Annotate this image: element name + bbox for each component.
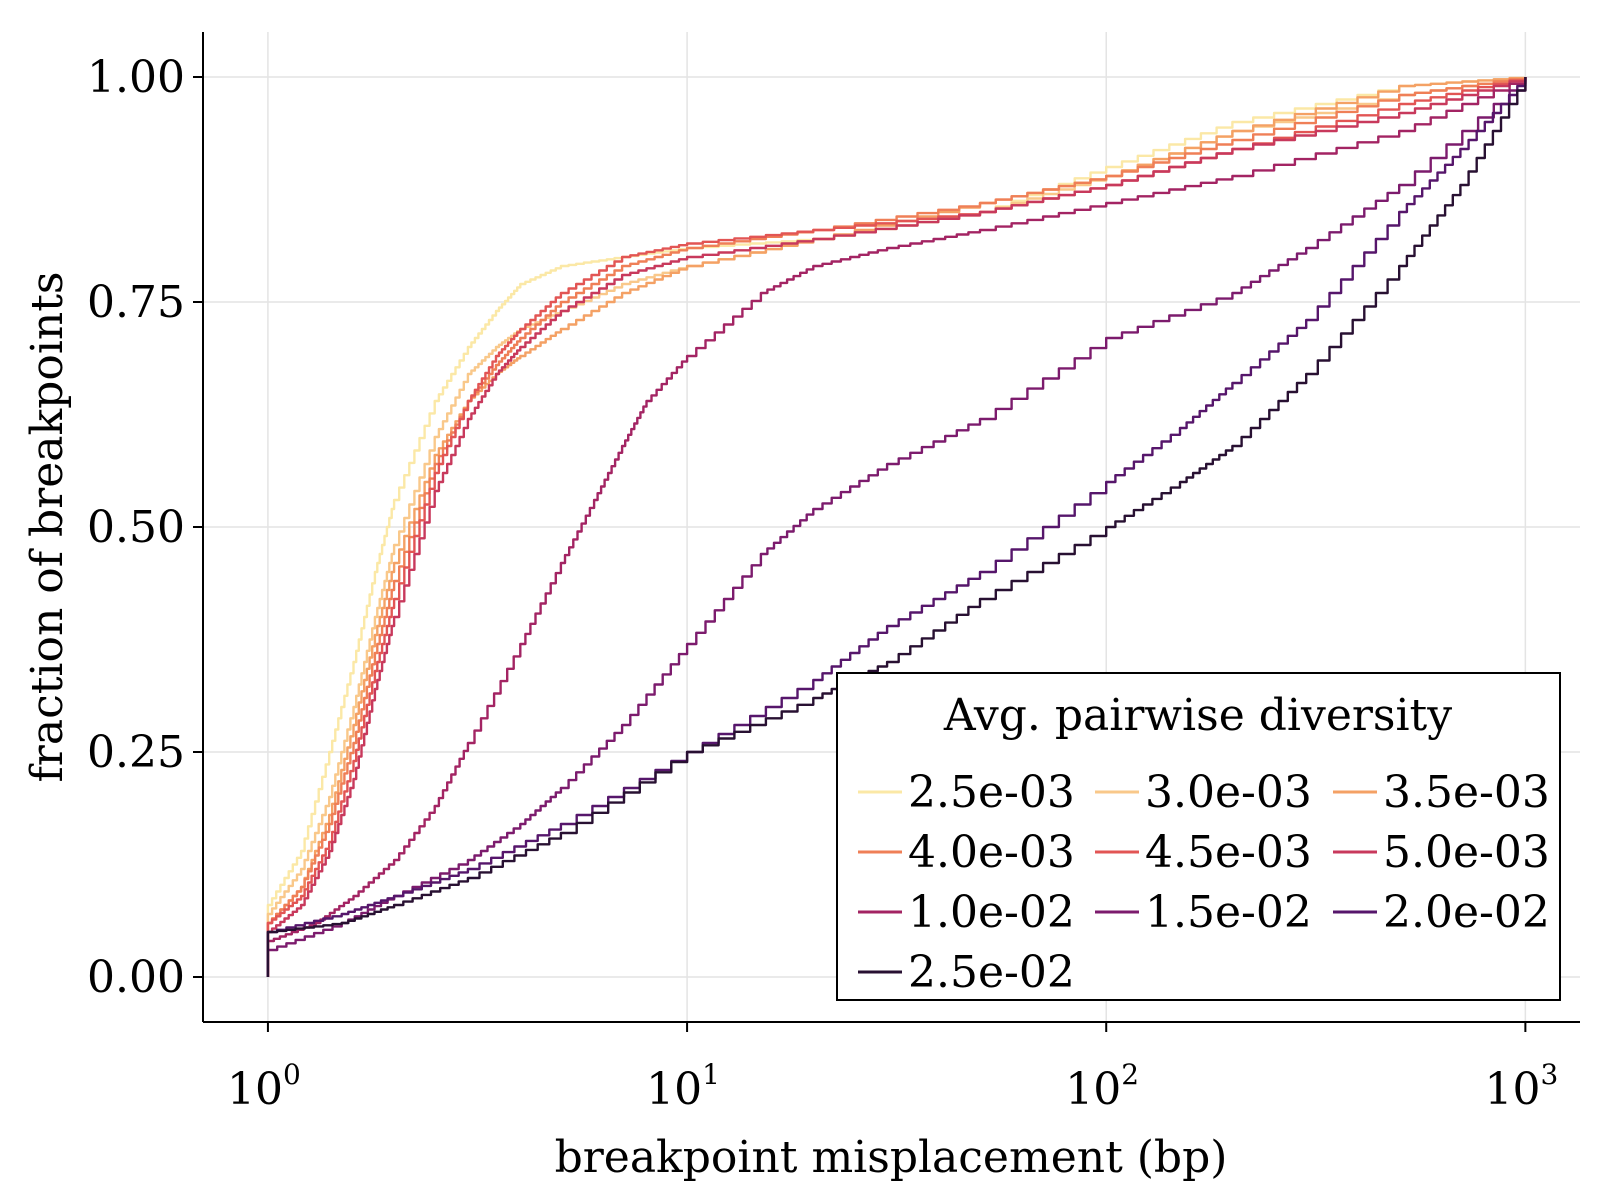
y-tick-label: 0.25 bbox=[87, 727, 185, 778]
legend-title: Avg. pairwise diversity bbox=[943, 690, 1452, 741]
series-line-2.5e-03 bbox=[266, 76, 1527, 977]
series-line-2.5e-02 bbox=[266, 77, 1527, 977]
legend-box bbox=[836, 672, 1561, 1001]
x-axis-title: breakpoint misplacement (bp) bbox=[555, 1132, 1228, 1183]
y-tick-labels: 0.00 0.25 0.50 0.75 1.00 bbox=[87, 52, 185, 1003]
legend-label: 3.5e-03 bbox=[1383, 767, 1550, 818]
legend-label: 2.0e-02 bbox=[1383, 887, 1550, 938]
series-line-5.0e-03 bbox=[266, 77, 1527, 977]
legend-label: 2.5e-03 bbox=[908, 767, 1075, 818]
x-tick-label: 103 bbox=[1484, 1058, 1558, 1115]
legend-label: 1.0e-02 bbox=[908, 887, 1075, 938]
y-axis-title: fraction of breakpoints bbox=[22, 272, 73, 783]
legend-label: 1.5e-02 bbox=[1145, 887, 1312, 938]
legend-label: 4.0e-03 bbox=[908, 827, 1075, 878]
y-tick-label: 0.00 bbox=[87, 952, 185, 1003]
x-tick-labels: 100 101 102 103 bbox=[227, 1058, 1558, 1115]
series-line-2.0e-02 bbox=[266, 77, 1527, 977]
legend-label: 3.0e-03 bbox=[1145, 767, 1312, 818]
series-line-4.0e-03 bbox=[266, 77, 1527, 977]
legend-label: 4.5e-03 bbox=[1145, 827, 1312, 878]
y-tick-label: 0.75 bbox=[87, 277, 185, 328]
x-tick-label: 101 bbox=[646, 1058, 720, 1115]
x-tick-label: 100 bbox=[227, 1058, 301, 1115]
legend-items: 2.5e-03 3.0e-03 3.5e-03 4.0e-03 4.5e-03 5.0e-… bbox=[858, 767, 1550, 998]
legend-label: 5.0e-03 bbox=[1383, 827, 1550, 878]
axes bbox=[193, 32, 1580, 1032]
y-tick-label: 0.50 bbox=[87, 502, 185, 553]
legend-label: 2.5e-02 bbox=[908, 947, 1075, 998]
x-tick-label: 102 bbox=[1065, 1058, 1139, 1115]
series-line-1.0e-02 bbox=[266, 77, 1527, 977]
series-line-1.5e-02 bbox=[266, 77, 1527, 977]
series-lines bbox=[266, 76, 1527, 977]
y-tick-label: 1.00 bbox=[87, 52, 185, 103]
legend: Avg. pairwise diversity 2.5e-03 3.0e-03 3.… bbox=[836, 672, 1561, 1001]
